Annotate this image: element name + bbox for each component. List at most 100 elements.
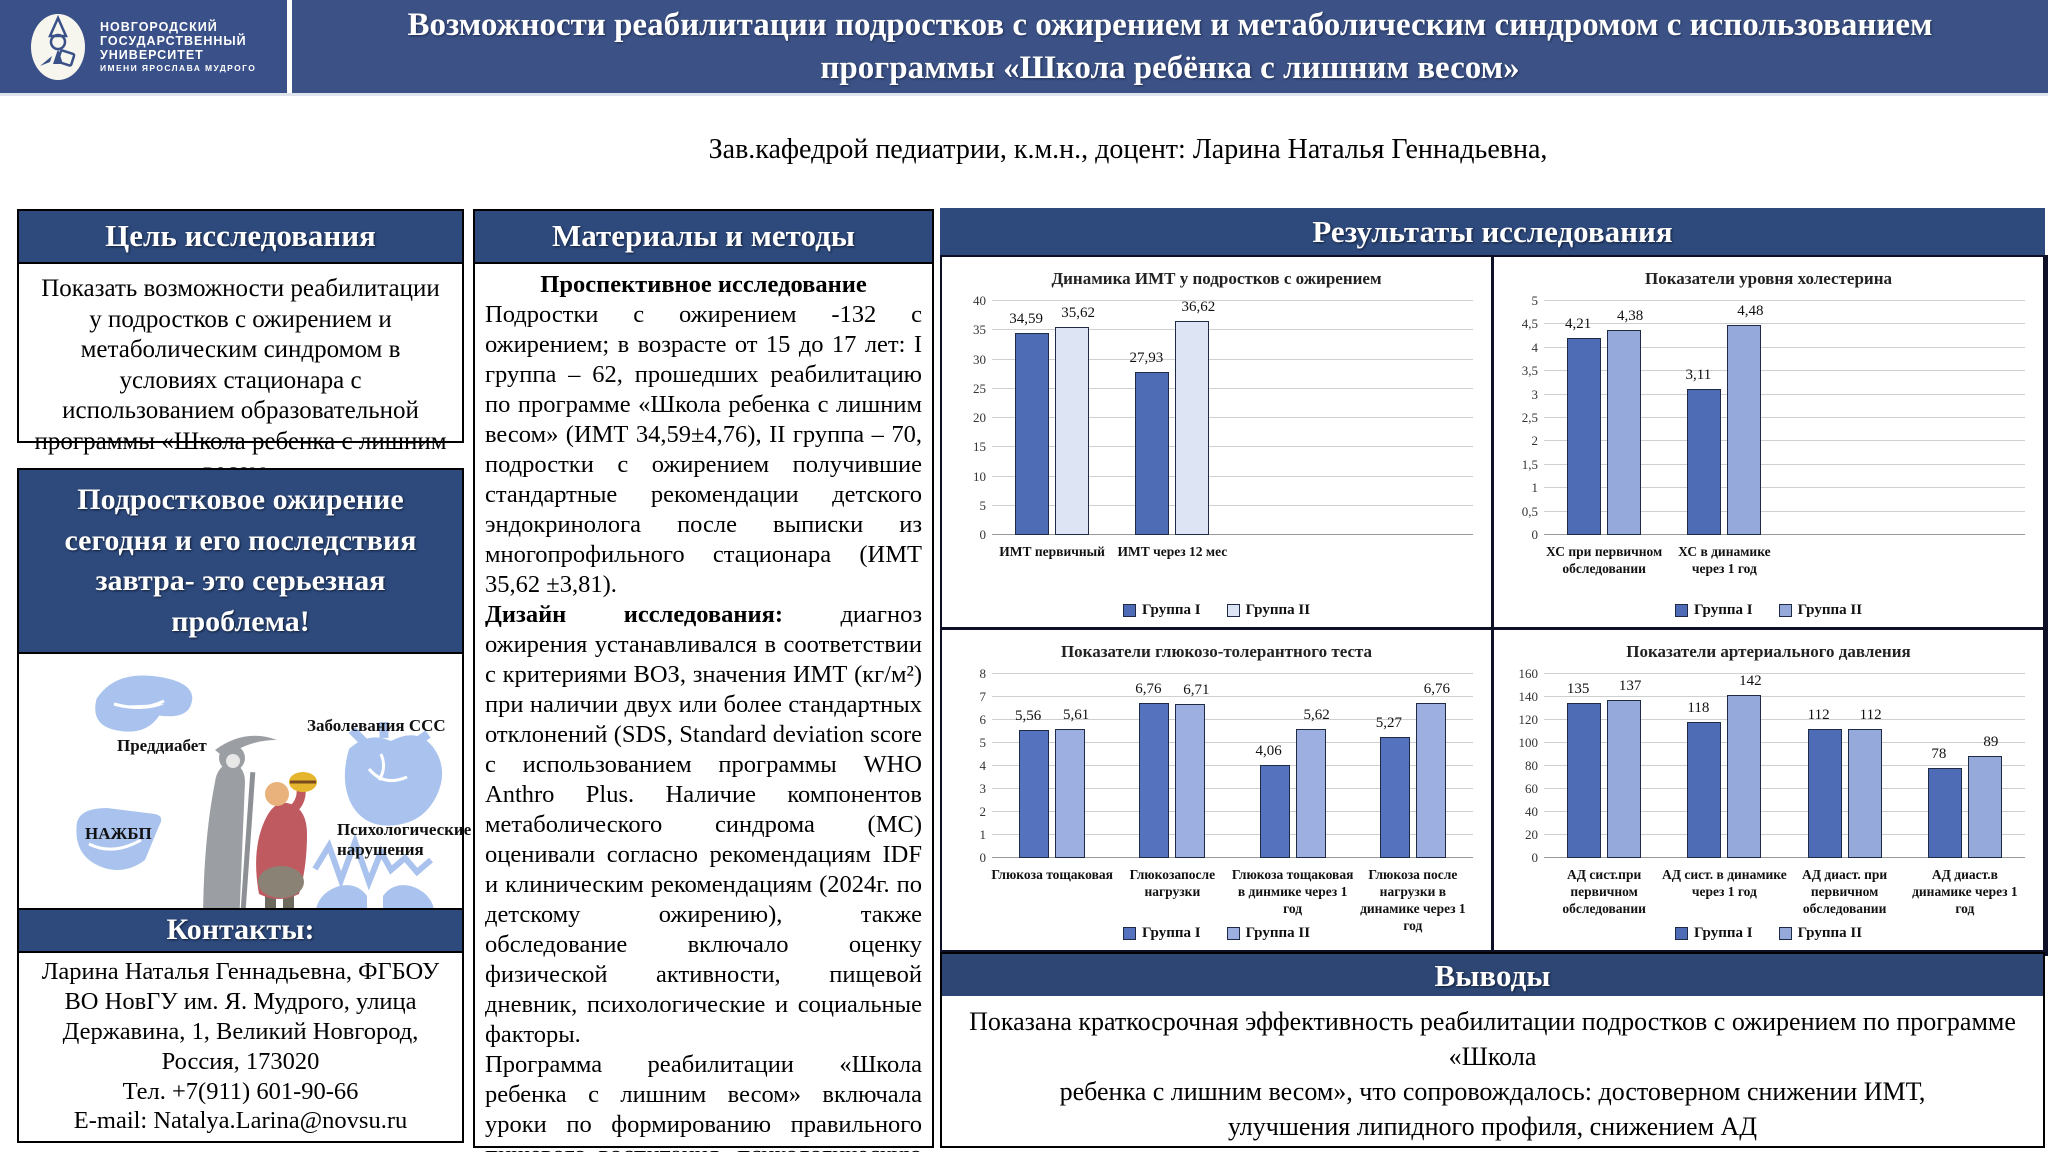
chart-plot-area: 0 1 2 3 4 5 6 7 8 5,56 5,61 Глюкоза тощаковая 6,76 6,…: [980, 666, 1473, 933]
y-axis-tick-label: 0: [979, 850, 987, 865]
bar-group2: [1847, 729, 1882, 858]
gridline: [1544, 417, 2025, 418]
gridline: [1544, 300, 2025, 301]
gridline: [992, 300, 1473, 301]
gridline: [1544, 393, 2025, 395]
y-axis-tick-label: 5: [1531, 293, 1539, 308]
y-axis-tick-label: 160: [1518, 666, 1539, 681]
y-axis-tick-label: 0: [1531, 527, 1539, 542]
legend-swatch-group1: [1674, 604, 1688, 617]
logo-line2: ГОСУДАРСТВЕННЫЙ: [100, 33, 247, 48]
chart-legend: Группа I Группа II: [1494, 602, 2043, 619]
chart-legend: Группа I Группа II: [942, 602, 1491, 619]
poster-title-line2: программы «Школа ребёнка с лишним весом»: [820, 49, 1520, 86]
bar-group2: [1175, 320, 1210, 535]
bar-value-label: 4,48: [1737, 303, 1764, 320]
charts-grid: Динамика ИМТ у подростков с ожирением 0 5 1…: [940, 255, 2048, 956]
chart-title: Показатели артериального давления: [1626, 642, 1911, 661]
bar-group2: [1607, 330, 1642, 535]
y-axis-tick-label: 25: [973, 380, 986, 396]
contacts-email[interactable]: E-mail: Natalya.Larina@novsu.ru: [73, 1107, 408, 1135]
chart-glucose-tolerance: Показатели глюкозо-толерантного теста 0 1 2…: [942, 630, 1491, 950]
gridline: [992, 387, 1473, 389]
y-axis-tick-label: 10: [973, 468, 986, 484]
gridline: [1544, 440, 2025, 442]
x-axis-category-label: АД диаст. при первичном обследовании: [1802, 867, 1888, 916]
y-axis-tick-label: 140: [1518, 689, 1539, 704]
y-axis-tick-label: 20: [973, 410, 986, 425]
gridline: [992, 446, 1473, 448]
chart-title: Динамика ИМТ у подростков с ожирением: [1051, 269, 1382, 288]
chart-title: Показатели глюкозо-толерантного теста: [1060, 642, 1373, 661]
legend-swatch-group2: [1226, 604, 1240, 617]
x-axis-category-label: Глюкоза после нагрузки в динамике через …: [1360, 867, 1466, 933]
gridline: [1544, 765, 2025, 766]
materials-title: Материалы и методы: [475, 211, 932, 264]
x-axis-category-label: Глюкозапосле нагрузки: [1129, 867, 1216, 899]
legend-swatch-group2: [1778, 927, 1792, 940]
gridline: [992, 834, 1473, 835]
gridline: [1544, 788, 2025, 789]
cvd-label: Заболевания ССС: [307, 716, 446, 735]
bar-value-label: 142: [1739, 672, 1762, 689]
chart-legend: Группа I Группа II: [942, 925, 1491, 942]
university-logo-icon: [31, 13, 85, 80]
psych-label: Психологические нарушения: [337, 820, 472, 859]
legend-label: Группа II: [1245, 602, 1311, 618]
bar-group1: [1687, 389, 1722, 535]
bar-group2: [1055, 326, 1090, 535]
y-axis-tick-label: 3: [1531, 386, 1539, 402]
bar-value-label: 6,76: [1135, 680, 1162, 697]
goal-text: Показать возможности реабилитации у подр…: [34, 275, 447, 485]
bar-value-label: 118: [1687, 700, 1710, 717]
bar-group2: [1295, 728, 1326, 858]
liver-shape: [76, 808, 162, 871]
contacts-body: Ларина Наталья Геннадьевна, ФГБОУ ВО Нов…: [19, 953, 462, 1140]
brainwave-shape: [312, 833, 433, 891]
x-axis-category-label: АД диаст.в динамике через 1 год: [1912, 867, 2018, 916]
y-axis-tick-label: 8: [979, 666, 987, 681]
contacts-section: Контакты: Ларина Наталья Геннадьевна, ФГ…: [17, 908, 464, 1143]
logo-line4: ИМЕНИ ЯРОСЛАВА МУДРОГО: [100, 62, 257, 73]
conclusion-line: Показана краткосрочная эффективность реа…: [969, 1007, 2016, 1072]
materials-paragraph-program: Программа реабилитации «Школа ребенка с …: [485, 1051, 922, 1152]
contacts-address: Ларина Наталья Геннадьевна, ФГБОУ ВО Нов…: [41, 958, 440, 1075]
y-axis-tick-label: 5: [979, 735, 987, 750]
x-axis-category-label: ХС при первичном обследовании: [1546, 544, 1663, 576]
y-axis-tick-label: 20: [1525, 827, 1538, 842]
legend-swatch-group1: [1122, 604, 1136, 617]
gridline: [992, 358, 1473, 360]
gridline: [1544, 510, 2025, 512]
design-text: диагноз ожирения устанавливался в соотве…: [485, 601, 922, 1048]
conclusions-title: Выводы: [940, 952, 2045, 998]
chart-plot-area: 0 0,5 1 1,5 2 2,5 3 3,5 4 4,5 5 4,21 4,38 ХС при перв…: [1522, 293, 2025, 576]
authors-line: Зав.кафедрой педиатрии, к.м.н., доцент: …: [708, 134, 1548, 165]
bar-group2: [1415, 702, 1446, 858]
gridline: [992, 788, 1473, 789]
bar-group1: [1139, 702, 1170, 858]
nafld-label: НАЖБП: [85, 824, 152, 843]
bar-value-label: 6,76: [1423, 680, 1450, 697]
materials-section: Материалы и методы Проспективное исследо…: [473, 209, 934, 1152]
poster-title: Возможности реабилитации подростков с ож…: [300, 0, 2040, 93]
y-axis-tick-label: 60: [1525, 781, 1538, 796]
gridline: [992, 719, 1473, 720]
y-axis-tick-label: 0: [979, 527, 987, 542]
y-axis-tick-label: 3,5: [1521, 363, 1538, 379]
gridline: [1544, 673, 2025, 674]
bar-value-label: 135: [1566, 680, 1590, 697]
y-axis-tick-label: 0,5: [1521, 503, 1538, 519]
legend-swatch-group2: [1778, 604, 1792, 617]
materials-body: Проспективное исследование Подростки с о…: [475, 264, 932, 1152]
gridline: [1544, 811, 2025, 812]
pancreas-shape: [95, 675, 193, 732]
legend-label: Группа II: [1797, 925, 1863, 941]
bar-value-label: 5,61: [1063, 706, 1090, 723]
bar-group1: [1259, 764, 1290, 858]
prediabetes-label: Преддиабет: [117, 736, 207, 755]
y-axis-tick-label: 1,5: [1521, 456, 1538, 472]
chart-bmi-dynamics: Динамика ИМТ у подростков с ожирением 0 5 1…: [942, 257, 1491, 627]
bar-group1: [1567, 337, 1602, 535]
conclusions-body: Показана краткосрочная эффективность реа…: [940, 996, 2045, 1152]
legend-item: Группа II: [1226, 925, 1310, 942]
